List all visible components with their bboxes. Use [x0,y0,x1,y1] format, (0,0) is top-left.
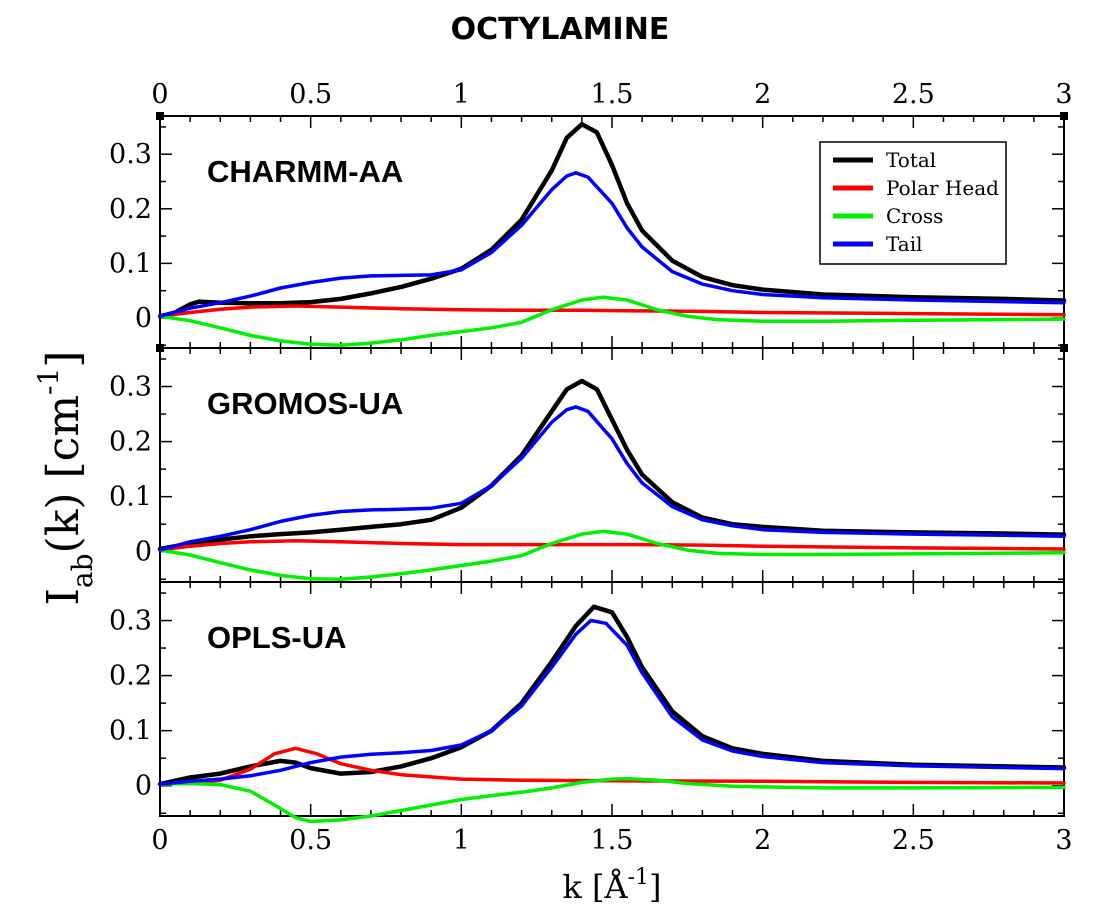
bottom-x-tick-label: 2.5 [892,825,935,856]
series-line-tail-gromos-ua [158,405,1066,552]
top-x-tick-label: 0 [151,79,168,110]
panel-corner-marker [156,344,164,352]
bottom-x-tick-label: 0.5 [289,825,332,856]
y-axis-label-close: ] [38,351,89,368]
series-line-tail-charmm-aa [158,171,1066,319]
series-line-cross-gromos-ua [158,529,1066,581]
panel-corner-marker [1060,112,1068,120]
y-tick-label-charmm-aa: 0.2 [109,194,152,225]
y-tick-label-opls-ua: 0.1 [109,716,152,747]
y-tick-label-opls-ua: 0.2 [109,661,152,692]
chart-title: OCTYLAMINE [451,12,670,47]
y-axis-label-mid: (k) [cm [38,395,89,554]
panel-label-charmm-aa: CHARMM-AA [207,154,403,189]
y-tick-label-charmm-aa: 0.3 [109,139,152,170]
y-tick-label-gromos-ua: 0.1 [109,482,152,513]
top-x-tick-label: 1.5 [591,79,634,110]
bottom-x-tick-label: 1.5 [591,825,634,856]
y-tick-label-charmm-aa: 0 [135,303,152,334]
series-line-polar-head-opls-ua [158,746,1066,786]
y-tick-label-gromos-ua: 0 [135,537,152,568]
panel-corner-marker [156,112,164,120]
y-tick-label-opls-ua: 0 [135,771,152,802]
legend: Total Polar Head Cross Tail [819,141,1007,265]
y-axis-label-sub: ab [66,553,99,588]
bottom-x-tick-label: 0 [151,825,168,856]
top-x-tick-label: 3 [1055,79,1072,110]
panel-gromos-ua: 0 0.1 0.2 0.3 GROMOS-UA [109,347,1067,583]
panel-corner-marker [1060,344,1068,352]
top-x-axis: 0 0.5 1 1.5 2 2.5 3 [151,79,1072,110]
x-axis-label: k [Å-1] [562,865,661,906]
y-axis-label-sup: -1 [32,368,65,395]
bottom-x-axis: 0 0.5 1 1.5 2 2.5 3 [151,825,1072,856]
series-line-polar-head-gromos-ua [158,538,1066,552]
x-axis-label-main: k [ [562,868,604,906]
series-line-tail-opls-ua [158,618,1066,786]
series-line-total-opls-ua [157,604,1067,787]
svg-text:Iab(k) [cm-1]: Iab(k) [cm-1] [32,351,99,606]
series-line-total-charmm-aa [157,121,1067,319]
panel-charmm-aa: 0 0.1 0.2 0.3 CHARMM-AA [109,115,1067,349]
y-tick-label-opls-ua: 0.3 [109,606,152,637]
series-line-cross-opls-ua [158,776,1066,824]
top-x-tick-label: 2 [754,79,771,110]
top-x-tick-label: 1 [453,79,470,110]
legend-label-total: Total [886,148,936,172]
x-axis-label-close: ] [649,868,661,906]
bottom-x-tick-label: 1 [453,825,470,856]
legend-entry-tail: Tail [833,232,923,256]
legend-entry-cross: Cross [833,204,943,228]
y-tick-label-gromos-ua: 0.2 [109,427,152,458]
legend-label-polar-head: Polar Head [886,176,999,200]
panel-opls-ua: 0 0.1 0.2 0.3 OPLS-UA [109,581,1067,824]
legend-entry-total: Total [833,148,936,172]
bottom-x-tick-label: 3 [1055,825,1072,856]
bottom-x-tick-label: 2 [754,825,771,856]
series-line-polar-head-charmm-aa [158,304,1066,319]
y-axis-label: Iab(k) [cm-1] [32,351,99,606]
y-tick-label-charmm-aa: 0.1 [109,248,152,279]
legend-entry-polar-head: Polar Head [833,176,999,200]
panel-label-opls-ua: OPLS-UA [207,620,347,655]
y-tick-label-gromos-ua: 0.3 [109,372,152,403]
top-x-tick-label: 2.5 [892,79,935,110]
legend-label-tail: Tail [886,232,923,256]
series-line-total-gromos-ua [157,378,1067,552]
series-line-cross-charmm-aa [158,295,1066,348]
legend-label-cross: Cross [886,204,943,228]
y-axis-label-main: I [38,588,89,605]
top-x-tick-label: 0.5 [289,79,332,110]
panel-label-gromos-ua: GROMOS-UA [207,386,403,421]
x-axis-label-sup: -1 [628,865,649,890]
x-axis-label-unit: Å [604,868,629,906]
